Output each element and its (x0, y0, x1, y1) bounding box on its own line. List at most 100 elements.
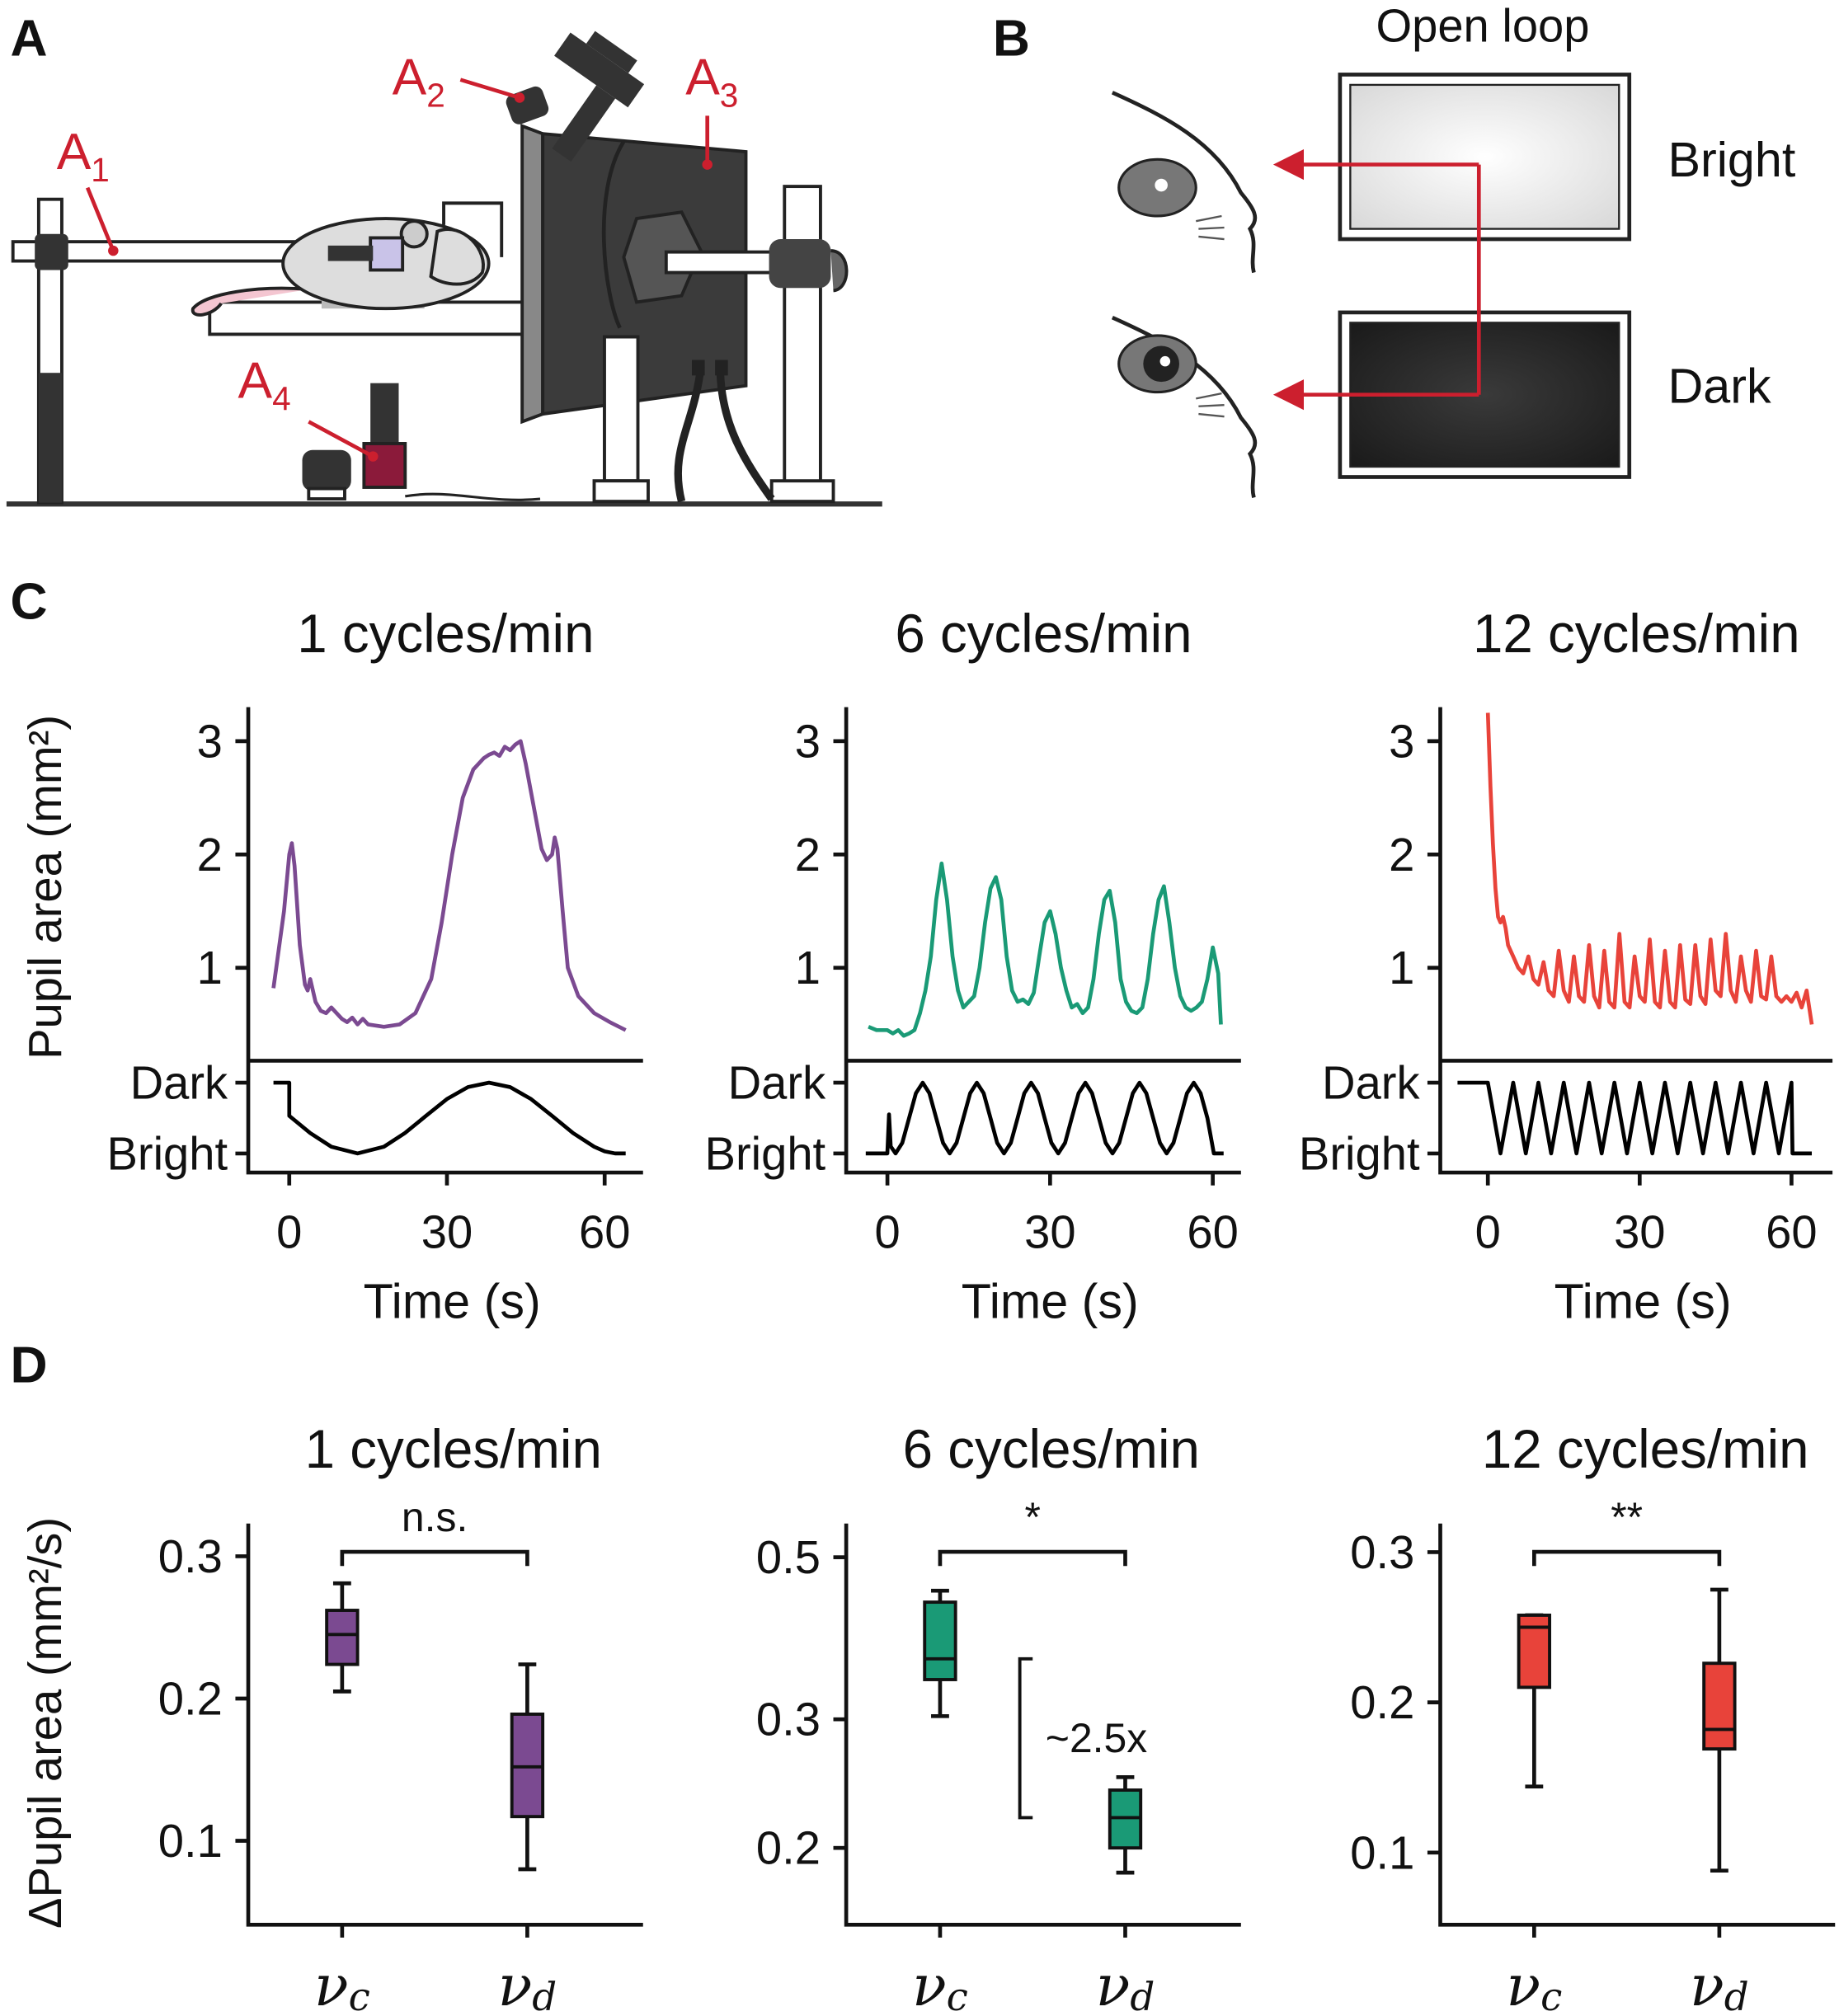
label-index: 3 (720, 76, 739, 114)
y-tick-label: 1 (795, 942, 821, 994)
x-axis-label: Time (s) (364, 1274, 541, 1329)
y-tick-label: 0.5 (756, 1531, 821, 1583)
y2-tick-label: Bright (705, 1127, 826, 1179)
y-tick-label: 1 (1389, 942, 1414, 994)
y2-tick-label: Bright (1299, 1127, 1420, 1179)
y-tick-label: 3 (1389, 715, 1414, 767)
setup-label: A4 (238, 352, 291, 417)
lower-whisker (1525, 1687, 1544, 1788)
lower-whisker (1116, 1848, 1135, 1875)
upper-whisker (1710, 1587, 1728, 1664)
chart-title: 6 cycles/min (903, 1419, 1200, 1479)
category-label: νd (1096, 1953, 1155, 2016)
y2-tick-label: Bright (106, 1127, 228, 1179)
chart-title: 1 cycles/min (297, 604, 594, 664)
y-tick-label: 3 (197, 715, 223, 767)
x-axis-label: Time (s) (962, 1274, 1139, 1329)
y-axis-label: Pupil area (mm²) (19, 715, 71, 1060)
box (923, 1600, 957, 1681)
lower-whisker (931, 1680, 949, 1718)
lower-whisker (1710, 1749, 1728, 1873)
panel-label: B (993, 10, 1030, 67)
chart-title: 12 cycles/min (1473, 604, 1800, 664)
category-subscript: d (1130, 1976, 1155, 2016)
y-tick-label: 0.1 (158, 1815, 223, 1867)
significance-label: n.s. (402, 1494, 468, 1540)
box (325, 1609, 360, 1666)
fold-change-label: ~2.5x (1046, 1715, 1147, 1761)
significance-bracket (938, 1549, 1127, 1567)
x-tick-label: 0 (1475, 1205, 1501, 1257)
label-index: 4 (272, 379, 291, 417)
y-tick-label: 2 (1389, 829, 1414, 881)
category-symbol: ν (1506, 1953, 1540, 2016)
chart-title: 6 cycles/min (895, 604, 1192, 664)
category-subscript: c (349, 1976, 370, 2016)
x-tick-label: 60 (579, 1205, 630, 1257)
label-letter: A (393, 49, 427, 106)
category-subscript: d (1724, 1976, 1749, 2016)
chart-title: 12 cycles/min (1482, 1419, 1809, 1479)
lower-whisker (518, 1816, 537, 1872)
setup-label: A2 (393, 49, 445, 114)
dark-label: Dark (1668, 358, 1771, 413)
y2-tick-label: Dark (130, 1057, 228, 1109)
y-tick-label: 0.2 (158, 1672, 223, 1724)
x-tick-label: 30 (421, 1205, 473, 1257)
y2-tick-label: Dark (1322, 1057, 1420, 1109)
y-tick-label: 0.3 (1350, 1526, 1414, 1578)
y-tick-label: 3 (795, 715, 821, 767)
x-tick-label: 0 (874, 1205, 900, 1257)
open-loop-title: Open loop (1376, 0, 1589, 52)
pupil-line (1485, 712, 1814, 1025)
axis-line (844, 1523, 1241, 1927)
y2-tick-label: Dark (728, 1057, 826, 1109)
bright-label: Bright (1668, 132, 1796, 187)
y-tick-label: 1 (197, 942, 223, 994)
panel-label: A (11, 10, 48, 67)
category-label: νd (1690, 1953, 1749, 2016)
upper-whisker (518, 1662, 537, 1714)
lower-whisker (332, 1664, 351, 1694)
axis-line (1438, 1523, 1836, 1927)
category-symbol: ν (912, 1953, 947, 2016)
category-label: νd (498, 1953, 557, 2016)
box (1702, 1661, 1737, 1751)
significance-label: ** (1611, 1494, 1643, 1540)
y-tick-label: 0.2 (756, 1822, 821, 1874)
axis-line (246, 707, 643, 1175)
y-tick-label: 2 (197, 829, 223, 881)
stimulus-line (1457, 1080, 1813, 1156)
label-index: 1 (91, 151, 110, 189)
category-subscript: c (1540, 1976, 1562, 2016)
x-tick-label: 60 (1187, 1205, 1238, 1257)
label-letter: A (685, 49, 720, 106)
upper-whisker (931, 1588, 949, 1603)
significance-bracket (1532, 1549, 1722, 1567)
x-tick-label: 60 (1766, 1205, 1817, 1257)
setup-label: A1 (57, 123, 110, 188)
significance-bracket (340, 1549, 529, 1567)
category-symbol: ν (1690, 1953, 1724, 2016)
chart-title: 1 cycles/min (305, 1419, 602, 1479)
category-symbol: ν (1096, 1953, 1131, 2016)
category-label: νc (1506, 1953, 1562, 2016)
panel-label: D (11, 1337, 48, 1393)
x-axis-label: Time (s) (1554, 1274, 1732, 1329)
x-tick-label: 30 (1614, 1205, 1665, 1257)
significance-label: * (1025, 1494, 1041, 1540)
label-letter: A (57, 123, 92, 180)
panel-label: C (11, 573, 48, 630)
y-tick-label: 2 (795, 829, 821, 881)
stimulus-line (865, 1080, 1224, 1156)
category-symbol: ν (498, 1953, 533, 2016)
label-index: 2 (426, 76, 445, 114)
y-axis-label: ΔPupil area (mm²/s) (19, 1517, 71, 1929)
upper-whisker (332, 1581, 351, 1611)
category-label: νc (912, 1953, 968, 2016)
category-symbol: ν (314, 1953, 349, 2016)
open-loop-illustration (1111, 73, 1632, 499)
y-tick-label: 0.3 (756, 1694, 821, 1746)
